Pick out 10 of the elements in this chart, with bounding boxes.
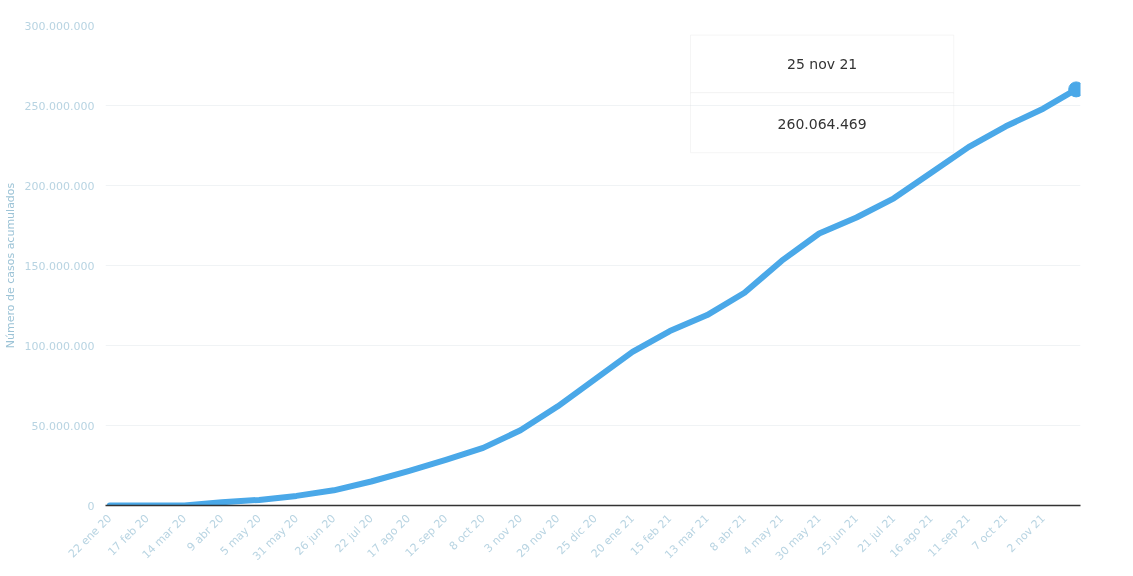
y-axis-title: Número de casos acumulados xyxy=(3,182,17,349)
y-tick-label: 100.000.000 xyxy=(24,339,95,353)
annotation: 25 nov 21 xyxy=(787,55,858,72)
y-tick-label: 250.000.000 xyxy=(24,99,95,113)
y-tick-label: 300.000.000 xyxy=(24,19,95,33)
annotation: 260.064.469 xyxy=(777,115,867,132)
y-tick-label: 150.000.000 xyxy=(24,259,95,273)
y-tick-label: 0 xyxy=(87,499,95,513)
y-tick-label: 200.000.000 xyxy=(24,179,95,193)
y-tick-label: 50.000.000 xyxy=(31,419,95,433)
